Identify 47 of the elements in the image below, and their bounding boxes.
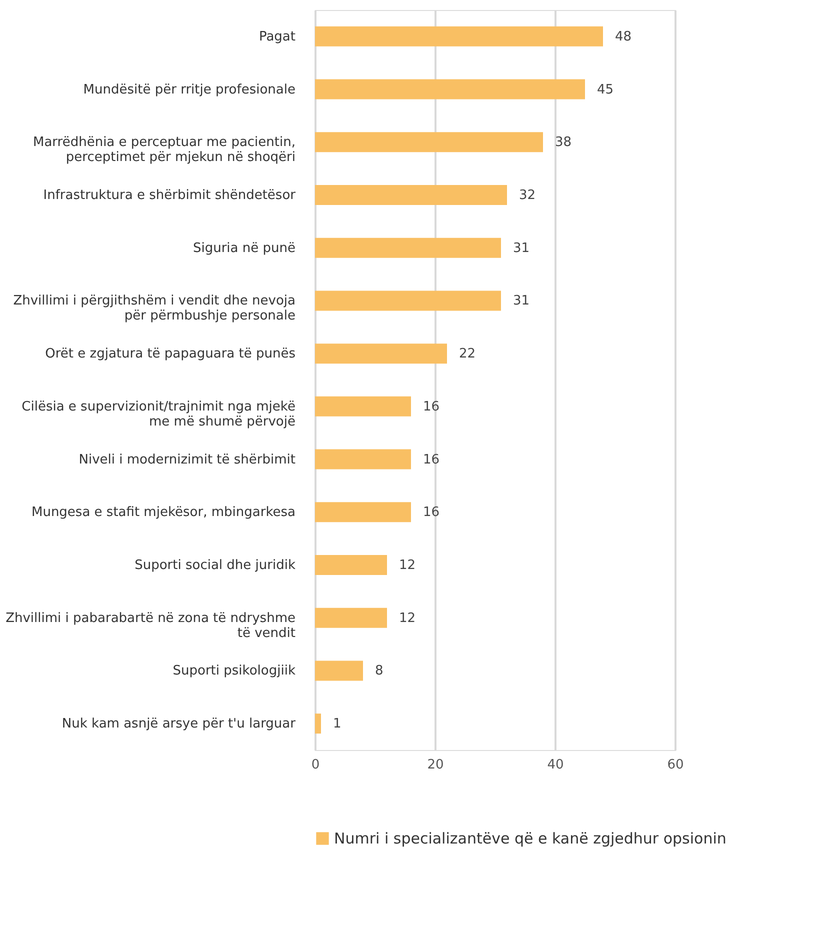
data-label: 22 (459, 346, 476, 362)
bar (315, 344, 447, 364)
bar (315, 290, 501, 311)
y-tick-label: Zhvillimi i pabarabartë në zona të ndryshme të vendit (6, 610, 296, 641)
data-label: 8 (375, 664, 384, 679)
x-tick-label: 20 (427, 758, 444, 772)
bar (315, 79, 585, 100)
y-tick-label: Orët e zgjatura të papaguara të punës (45, 346, 296, 362)
bar (315, 608, 387, 628)
bar (315, 238, 501, 258)
y-tick-label: Cilësia e supervizionit/trajnimit nga mjekë me më shumë përvojë (22, 399, 296, 430)
data-label: 16 (423, 505, 440, 520)
data-label: 31 (513, 294, 530, 309)
bar (315, 660, 363, 681)
data-label: 1 (333, 716, 342, 732)
bar (315, 26, 603, 46)
x-tick-label: 0 (311, 758, 320, 772)
data-label: 38 (555, 135, 572, 150)
y-tick-label: Pagat (258, 29, 296, 44)
bar (315, 449, 411, 470)
bar (315, 714, 321, 734)
bar (315, 185, 507, 205)
y-tick-label: Zhvillimi i përgjithshëm i vendit dhe nevoja për përmbushje personale (13, 294, 296, 324)
data-label: 45 (597, 82, 614, 98)
data-label: 12 (399, 610, 416, 626)
bar (315, 396, 411, 416)
legend-label: Numri i specializantëve që e kanë zgjedhur opsionin (334, 830, 726, 848)
data-label: 48 (615, 29, 632, 44)
y-tick-label: Suporti social dhe juridik (134, 558, 296, 573)
data-label: 16 (423, 399, 440, 414)
bar (315, 555, 387, 575)
y-tick-label: Mungesa e stafit mjekësor, mbingarkesa (31, 505, 296, 520)
bar (315, 132, 543, 152)
y-tick-label: Siguria në punë (192, 240, 296, 256)
bar (315, 502, 411, 522)
y-tick-label: Nuk kam asnjë arsye për t'u larguar (62, 716, 296, 732)
data-label: 12 (399, 558, 416, 573)
y-tick-label: Infrastruktura e shërbimit shëndetësor (43, 188, 296, 203)
data-label: 16 (423, 452, 440, 468)
y-tick-label: Niveli i modernizimit të shërbimit (78, 452, 296, 468)
x-tick-label: 60 (667, 758, 684, 772)
data-label: 32 (519, 188, 536, 203)
y-tick-label: Suporti psikologjiik (172, 664, 296, 679)
data-label: 31 (513, 240, 530, 256)
y-tick-label: Marrëdhënia e perceptuar me pacientin, perceptimet për mjekun në shoqëri (32, 135, 296, 166)
y-tick-label: Mundësitë për rritje profesionale (83, 82, 296, 98)
x-tick-label: 40 (547, 758, 564, 772)
